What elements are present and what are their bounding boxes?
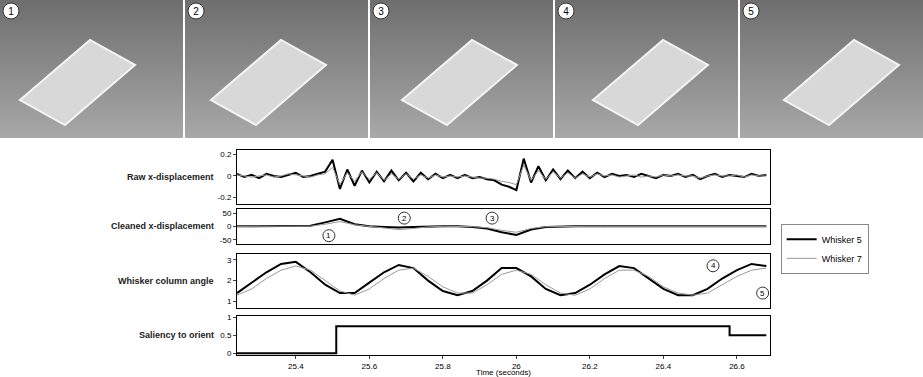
svg-text:4: 4 — [563, 6, 569, 17]
svg-text:0: 0 — [227, 222, 232, 231]
svg-text:Saliency to orient: Saliency to orient — [139, 330, 214, 340]
svg-text:1: 1 — [8, 6, 14, 17]
svg-text:Raw x-displacement: Raw x-displacement — [127, 172, 214, 182]
svg-text:25.6: 25.6 — [362, 362, 378, 371]
svg-text:3: 3 — [378, 6, 384, 17]
svg-text:5: 5 — [760, 289, 765, 298]
svg-text:Cleaned x-displacement: Cleaned x-displacement — [111, 221, 214, 231]
svg-text:1: 1 — [227, 297, 232, 306]
svg-text:3: 3 — [227, 256, 232, 265]
svg-text:1: 1 — [227, 313, 232, 322]
svg-text:50: 50 — [222, 209, 231, 218]
svg-text:Whisker column angle: Whisker column angle — [118, 276, 214, 286]
svg-text:0.2: 0.2 — [220, 150, 232, 159]
svg-text:26.2: 26.2 — [582, 362, 598, 371]
svg-text:26.4: 26.4 — [656, 362, 672, 371]
svg-text:2: 2 — [227, 276, 232, 285]
svg-text:2: 2 — [193, 6, 199, 17]
svg-text:2: 2 — [402, 214, 407, 223]
svg-text:0.5: 0.5 — [220, 331, 232, 340]
svg-text:0: 0 — [227, 172, 232, 181]
svg-text:Whisker 7: Whisker 7 — [822, 254, 862, 264]
svg-text:3: 3 — [490, 214, 495, 223]
svg-text:5: 5 — [748, 6, 754, 17]
svg-text:25.4: 25.4 — [288, 362, 304, 371]
svg-text:25.8: 25.8 — [435, 362, 451, 371]
svg-text:-0.2: -0.2 — [218, 193, 232, 202]
svg-text:26: 26 — [512, 362, 521, 371]
svg-text:-50: -50 — [220, 235, 232, 244]
svg-text:Time (seconds): Time (seconds) — [476, 368, 531, 377]
svg-text:Whisker 5: Whisker 5 — [822, 235, 862, 245]
svg-text:4: 4 — [711, 261, 716, 270]
svg-text:26.6: 26.6 — [729, 362, 745, 371]
svg-text:1: 1 — [326, 231, 331, 240]
svg-text:0: 0 — [227, 349, 232, 358]
